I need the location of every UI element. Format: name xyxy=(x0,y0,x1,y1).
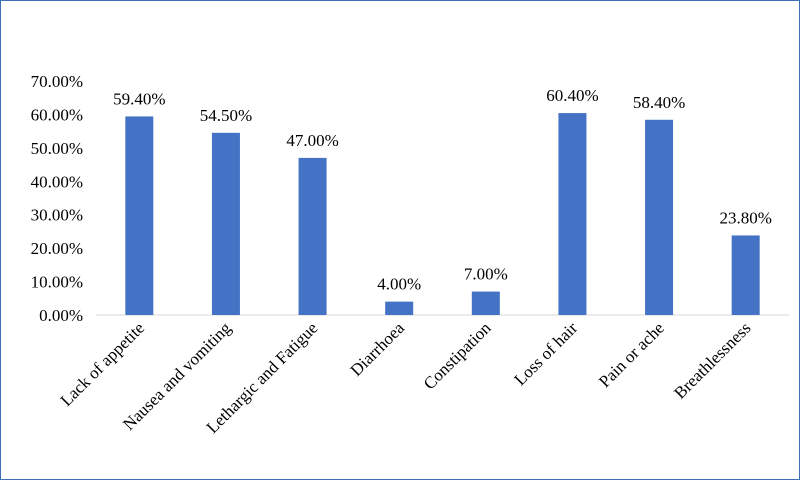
category-label: Lack of appetite xyxy=(57,318,149,410)
data-label: 4.00% xyxy=(377,275,421,294)
data-label: 47.00% xyxy=(286,131,338,150)
bars xyxy=(125,113,760,315)
data-label: 23.80% xyxy=(719,208,771,227)
bar xyxy=(645,119,674,315)
y-tick-label: 10.00% xyxy=(31,273,83,292)
y-tick-label: 0.00% xyxy=(39,306,83,325)
category-label: Constipation xyxy=(420,318,495,393)
y-tick-label: 60.00% xyxy=(31,105,83,124)
bar xyxy=(125,116,154,315)
category-label: Diarrhoea xyxy=(347,318,409,380)
bar xyxy=(211,132,240,315)
bar xyxy=(558,113,587,315)
bar xyxy=(471,291,500,315)
bar xyxy=(385,301,414,315)
data-labels: 59.40% 54.50% 47.00% 4.00% 7.00% 60.40% 58.40%… xyxy=(113,86,772,294)
data-label: 60.40% xyxy=(546,86,598,105)
y-tick-label: 50.00% xyxy=(31,139,83,158)
bar xyxy=(731,235,760,315)
category-label: Loss of hair xyxy=(510,318,581,389)
data-label: 7.00% xyxy=(464,265,508,284)
category-label: Breathlessness xyxy=(670,318,754,402)
category-label: Pain or ache xyxy=(595,318,668,391)
y-tick-label: 20.00% xyxy=(31,239,83,258)
data-label: 58.40% xyxy=(633,93,685,112)
data-label: 54.50% xyxy=(200,106,252,125)
y-axis-ticks: 0.00% 10.00% 20.00% 30.00% 40.00% 50.00% 60.00… xyxy=(31,72,83,325)
y-tick-label: 40.00% xyxy=(31,172,83,191)
y-tick-label: 70.00% xyxy=(31,72,83,91)
data-label: 59.40% xyxy=(113,89,165,108)
y-tick-label: 30.00% xyxy=(31,206,83,225)
bar xyxy=(298,157,327,315)
